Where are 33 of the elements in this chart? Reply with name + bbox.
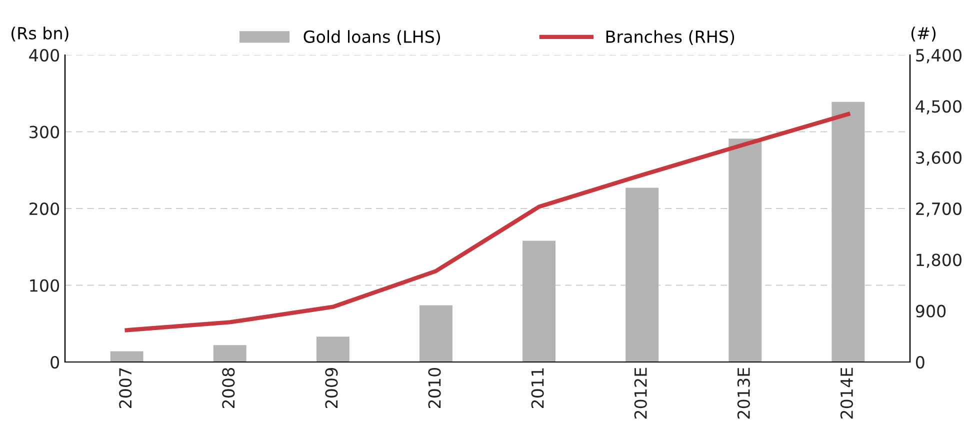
x-tick-label: 2014E (840, 368, 854, 419)
bar (419, 305, 452, 362)
x-tick-label: 2011 (531, 368, 544, 408)
y2-tick-label: 0 (916, 356, 924, 369)
y2-tick-label: 3,600 (916, 151, 962, 166)
legend-label: Gold loans (LHS) (304, 30, 440, 45)
bar (110, 351, 144, 362)
line-series (124, 112, 850, 332)
y-axis-title: (Rs bn) (12, 26, 68, 42)
bar (213, 345, 246, 362)
x-tick-label: 2012E (634, 368, 647, 419)
bar (522, 240, 556, 362)
y2-tick-label: 5,400 (916, 48, 962, 64)
y-tick-label: 100 (30, 279, 60, 292)
y2-tick-label: 2,700 (916, 202, 962, 217)
y-tick-label: 300 (30, 126, 60, 138)
legend-label: Branches (RHS) (606, 30, 734, 45)
bar (626, 188, 659, 362)
bar (728, 138, 762, 362)
x-tick-label: 2008 (222, 368, 235, 408)
bar (832, 102, 865, 362)
y2-tick-label: 4,500 (916, 100, 962, 114)
bar (316, 336, 350, 362)
y-tick-label: 0 (50, 356, 60, 369)
y-tick-label: 400 (29, 48, 60, 62)
x-tick-label: 2013E (737, 368, 750, 419)
x-tick-label: 2007 (119, 368, 132, 408)
y2-tick-label: 1,800 (916, 254, 962, 268)
y2-tick-label: 900 (916, 304, 946, 318)
x-tick-label: 2010 (428, 368, 441, 408)
y-tick-label: 200 (30, 202, 60, 216)
x-tick-label: 2009 (325, 368, 338, 408)
y2-axis-title: (#) (911, 26, 936, 42)
